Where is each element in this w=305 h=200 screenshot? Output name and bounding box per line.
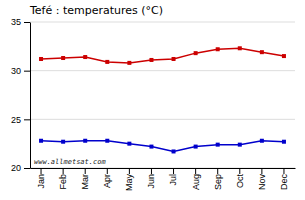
x-tick: Feb	[58, 168, 68, 190]
y-tick: 25	[11, 115, 30, 125]
point	[61, 140, 65, 144]
y-tick: 20	[11, 163, 30, 173]
x-tick-mark	[107, 168, 108, 174]
point	[39, 57, 43, 61]
y-tick: 30	[11, 66, 30, 76]
x-tick-mark	[239, 168, 240, 174]
x-tick-mark	[283, 168, 284, 174]
point	[127, 61, 131, 65]
x-tick: Nov	[257, 168, 267, 190]
x-tick-label: Jun	[146, 174, 156, 189]
x-tick-label: Oct	[235, 174, 245, 189]
point	[127, 142, 131, 146]
point	[282, 54, 286, 58]
x-tick: Jul	[168, 168, 178, 186]
y-tick-label: 35	[11, 17, 21, 27]
x-axis: Jan Feb Mar Apr May Jun Jul Aug Sep Oct Nov Dec	[31, 168, 296, 191]
x-tick-label: Dec	[279, 174, 289, 191]
x-tick-label: Nov	[257, 174, 267, 191]
y-axis: 20 25 30 35	[11, 17, 31, 173]
x-tick-label: Feb	[58, 174, 68, 190]
x-tick-label: Mar	[80, 174, 90, 190]
y-tick: 35	[11, 17, 30, 27]
point	[83, 55, 87, 59]
grid-line	[30, 70, 295, 71]
grid	[30, 22, 295, 168]
x-tick-label: Jan	[36, 174, 46, 189]
y-tick-mark	[24, 168, 30, 169]
x-tick-mark	[217, 168, 218, 174]
point	[216, 47, 220, 51]
point	[216, 143, 220, 147]
point	[238, 46, 242, 50]
point	[149, 58, 153, 62]
x-tick-label: May	[124, 174, 134, 192]
point	[194, 145, 198, 149]
x-tick-label: Sep	[213, 174, 223, 190]
y-tick-mark	[24, 71, 30, 72]
point	[149, 145, 153, 149]
x-tick: Jun	[146, 168, 156, 189]
point	[172, 57, 176, 61]
point	[105, 139, 109, 143]
x-tick: Apr	[102, 168, 112, 188]
y-tick-label: 20	[11, 163, 21, 173]
x-tick: Sep	[213, 168, 223, 190]
annotation: www.allmetsat.com	[34, 158, 106, 166]
grid-line	[30, 168, 295, 169]
chart: 20 25 30 35 Jan Feb Mar Apr May Jun Jul Aug Sep Oct No…	[0, 0, 305, 200]
point	[105, 60, 109, 64]
x-tick-mark	[85, 168, 86, 174]
x-tick-label: Jul	[168, 174, 178, 186]
x-tick: Dec	[279, 168, 289, 190]
x-tick: Oct	[235, 168, 245, 188]
x-tick-mark	[63, 168, 64, 174]
title: Tefé : temperatures (°C)	[29, 4, 163, 17]
point	[260, 139, 264, 143]
point	[194, 51, 198, 55]
y-tick-label: 25	[11, 115, 21, 125]
grid-line	[30, 119, 295, 120]
y-tick-label: 30	[11, 66, 21, 76]
y-tick-mark	[24, 22, 30, 23]
x-tick: Jan	[36, 168, 46, 189]
point	[282, 140, 286, 144]
x-tick-mark	[261, 168, 262, 174]
y-axis-line	[30, 23, 31, 169]
y-tick-mark	[24, 119, 30, 120]
x-axis-line	[31, 168, 296, 169]
point	[61, 56, 65, 60]
series-line	[41, 48, 284, 63]
point	[260, 50, 264, 54]
point	[39, 139, 43, 143]
series-line	[41, 141, 284, 152]
x-tick-mark	[41, 168, 42, 174]
x-tick-label: Aug	[191, 174, 201, 190]
x-tick-label: Apr	[102, 174, 112, 188]
grid-line	[30, 22, 295, 23]
point	[238, 143, 242, 147]
x-tick-mark	[173, 168, 174, 174]
x-tick: Aug	[191, 168, 201, 190]
x-tick: Mar	[80, 168, 90, 190]
plot-area	[39, 46, 286, 153]
x-tick-mark	[151, 168, 152, 174]
point	[83, 139, 87, 143]
point	[172, 149, 176, 153]
x-tick-mark	[129, 168, 130, 174]
x-tick: May	[124, 168, 134, 191]
x-tick-mark	[195, 168, 196, 174]
